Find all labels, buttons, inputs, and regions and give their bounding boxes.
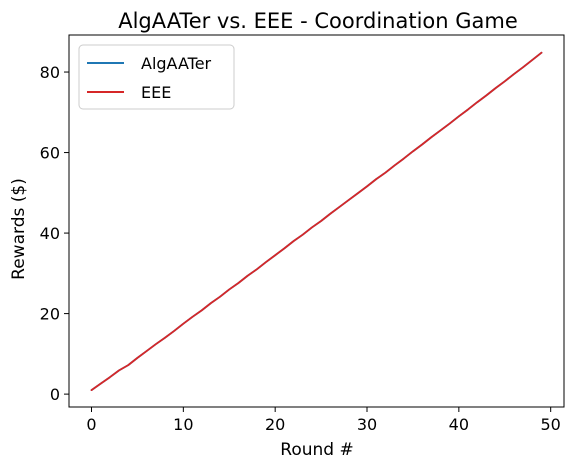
y-tick-label: 60 — [40, 144, 60, 163]
x-tick-label: 30 — [357, 415, 377, 434]
y-axis-ticks: 0 20 40 60 80 — [40, 63, 69, 404]
x-tick-label: 50 — [541, 415, 561, 434]
x-tick-label: 10 — [173, 415, 193, 434]
x-tick-label: 0 — [86, 415, 96, 434]
legend-label: AlgAATer — [141, 54, 212, 73]
y-tick-label: 40 — [40, 224, 60, 243]
legend: AlgAATer EEE — [78, 44, 235, 110]
x-tick-label: 20 — [265, 415, 285, 434]
series-line-eee — [90, 51, 543, 391]
y-tick-label: 20 — [40, 305, 60, 324]
x-tick-label: 40 — [449, 415, 469, 434]
legend-label: EEE — [141, 83, 171, 102]
y-tick-label: 0 — [50, 385, 60, 404]
x-axis-label: Round # — [280, 440, 353, 460]
chart-title: AlgAATer vs. EEE - Coordination Game — [118, 9, 518, 33]
x-axis-ticks: 0 10 20 30 40 50 — [86, 407, 561, 434]
axes-frame — [68, 34, 565, 408]
y-axis-label: Rewards ($) — [9, 178, 29, 280]
plot-area — [90, 51, 543, 391]
y-tick-label: 80 — [40, 63, 60, 82]
